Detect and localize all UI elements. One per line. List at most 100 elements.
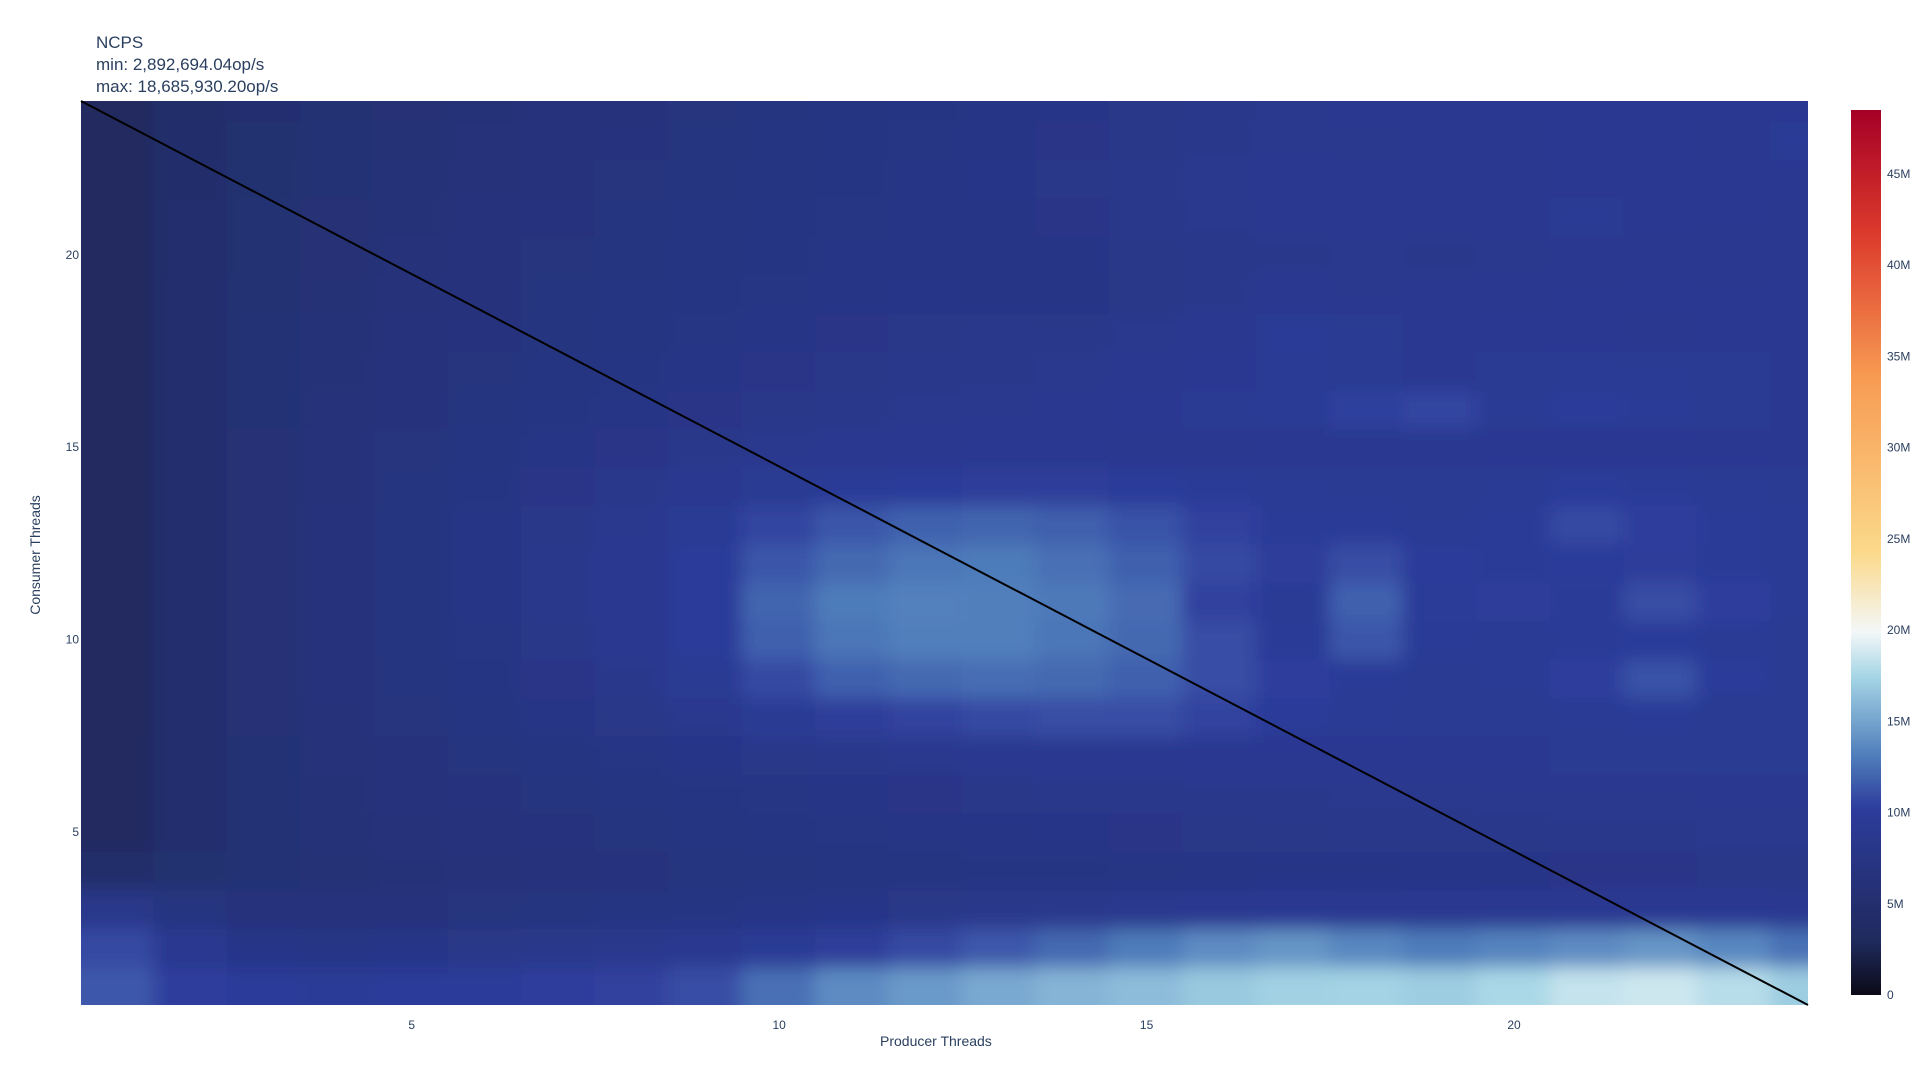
heatmap-cell	[741, 311, 817, 353]
heatmap-cell	[520, 850, 597, 891]
heatmap-cell	[520, 350, 597, 391]
heatmap-cell	[81, 888, 156, 930]
heatmap-cell	[961, 503, 1038, 545]
heatmap-cell	[888, 542, 964, 583]
heatmap-cell	[667, 542, 744, 583]
heatmap-cell	[888, 696, 964, 737]
heatmap-cell	[1255, 657, 1332, 699]
heatmap-cell	[81, 619, 156, 660]
heatmap-cell	[520, 119, 597, 160]
heatmap-cell	[888, 619, 964, 660]
heatmap-cell	[814, 542, 891, 583]
heatmap-cell	[814, 426, 891, 468]
heatmap-cell	[1035, 426, 1111, 468]
heatmap-cell	[1108, 580, 1185, 622]
heatmap-cell	[594, 619, 670, 660]
x-tick-label: 20	[1507, 1018, 1521, 1032]
heatmap-cell	[667, 465, 744, 506]
heatmap-cell	[520, 101, 597, 122]
heatmap-cell	[1035, 350, 1111, 391]
heatmap-cell	[1476, 157, 1552, 199]
heatmap-cell	[373, 542, 450, 583]
heatmap-cell	[1035, 119, 1111, 160]
heatmap-cell	[1108, 196, 1185, 237]
heatmap-cell	[300, 657, 376, 699]
heatmap-cell	[81, 773, 156, 814]
heatmap-cell	[1108, 696, 1185, 737]
heatmap-cell	[1696, 542, 1773, 583]
heatmap-cell	[1035, 157, 1111, 199]
heatmap-cell	[1035, 273, 1111, 314]
heatmap-cell	[226, 388, 303, 429]
heatmap-cell	[741, 773, 817, 814]
heatmap-cell	[1255, 465, 1332, 506]
chart-title: NCPS	[96, 33, 144, 52]
heatmap-cell	[1108, 773, 1185, 814]
heatmap-cell	[741, 119, 817, 160]
heatmap-cell	[81, 657, 156, 699]
heatmap-cell	[1108, 465, 1185, 506]
heatmap-cell	[1108, 273, 1185, 314]
heatmap-cell	[1182, 426, 1258, 468]
heatmap-cell	[814, 234, 891, 276]
heatmap-cell	[153, 696, 229, 737]
heatmap-cell	[667, 234, 744, 276]
heatmap-cell	[667, 157, 744, 199]
heatmap-cell	[741, 426, 817, 468]
heatmap-cell	[594, 388, 670, 429]
heatmap-cell	[961, 619, 1038, 660]
heatmap-cell	[594, 657, 670, 699]
heatmap-cell	[667, 119, 744, 160]
heatmap-cell	[1476, 657, 1552, 699]
heatmap-cell	[1770, 350, 1808, 391]
heatmap-cell	[741, 101, 817, 122]
heatmap-cell	[888, 734, 964, 776]
heatmap-cell	[300, 426, 376, 468]
heatmap-cell	[888, 273, 964, 314]
heatmap-cell	[1696, 503, 1773, 545]
heatmap-cell	[1476, 580, 1552, 622]
heatmap-cell	[741, 350, 817, 391]
heatmap-cell	[300, 196, 376, 237]
heatmap-cell	[1770, 657, 1808, 699]
heatmap-cell	[1035, 927, 1111, 968]
heatmap-cell	[373, 101, 450, 122]
heatmap-cell	[300, 927, 376, 968]
heatmap-cell	[300, 273, 376, 314]
heatmap-cell	[1549, 965, 1626, 1005]
heatmap-cell	[520, 696, 597, 737]
heatmap-cell	[81, 542, 156, 583]
heatmap-cell	[1182, 965, 1258, 1005]
heatmap-cell	[1108, 119, 1185, 160]
heatmap-cell	[1476, 465, 1552, 506]
heatmap-cell	[667, 503, 744, 545]
heatmap-cell	[447, 773, 523, 814]
heatmap-cell	[300, 119, 376, 160]
heatmap-cell	[1476, 696, 1552, 737]
heatmap-cell	[1402, 119, 1479, 160]
heatmap-cell	[814, 657, 891, 699]
heatmap-cell	[1329, 580, 1405, 622]
y-tick-label: 15	[66, 440, 80, 454]
heatmap-cell	[226, 101, 303, 122]
heatmap-cell	[226, 580, 303, 622]
heatmap-cell	[1329, 350, 1405, 391]
heatmap-cell	[594, 811, 670, 853]
heatmap-cell	[1476, 965, 1552, 1005]
heatmap-cell	[814, 350, 891, 391]
heatmap-cell	[226, 657, 303, 699]
heatmap-cell	[888, 580, 964, 622]
heatmap-cell	[300, 850, 376, 891]
heatmap-cell	[447, 657, 523, 699]
heatmap-cell	[1476, 101, 1552, 122]
heatmap-cell	[1549, 850, 1626, 891]
heatmap-cell	[1035, 696, 1111, 737]
heatmap-cell	[81, 196, 156, 237]
heatmap-cell	[1329, 503, 1405, 545]
heatmap-cell	[1329, 426, 1405, 468]
heatmap-cell	[153, 350, 229, 391]
heatmap-cell	[1770, 696, 1808, 737]
heatmap-cell	[447, 465, 523, 506]
heatmap-cell	[1623, 657, 1699, 699]
heatmap-cell	[1329, 965, 1405, 1005]
